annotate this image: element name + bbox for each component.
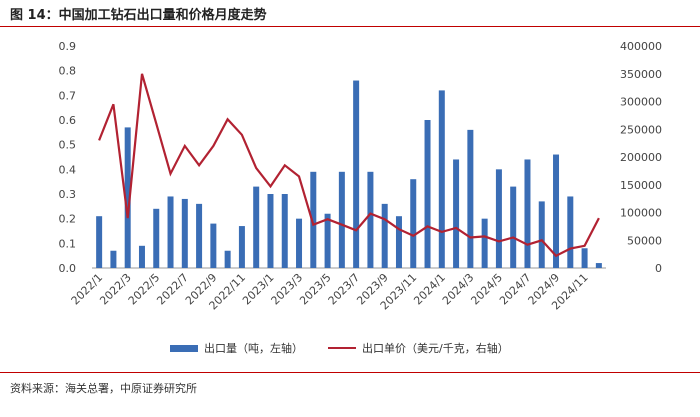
bar bbox=[324, 213, 331, 268]
bar bbox=[538, 201, 545, 268]
bar bbox=[310, 171, 317, 268]
bar bbox=[367, 171, 374, 268]
chart: 0.0 0.1 0.2 0.3 0.4 0.5 0.6 0.7 0.8 0.9 0 50000 100… bbox=[59, 40, 663, 313]
bar-series bbox=[96, 80, 602, 269]
left-axis: 0.0 0.1 0.2 0.3 0.4 0.5 0.6 0.7 0.8 0.9 bbox=[59, 40, 77, 275]
bar bbox=[338, 171, 345, 268]
source-note: 资料来源：海关总署，中原证券研究所 bbox=[10, 382, 197, 395]
bar bbox=[438, 90, 445, 269]
left-tick-label: 0.7 bbox=[59, 89, 77, 102]
right-tick-label: 400000 bbox=[620, 40, 662, 53]
right-tick-label: 150000 bbox=[620, 179, 662, 192]
legend-item-volume: 出口量（吨，左轴） bbox=[170, 340, 303, 356]
left-tick-label: 0.0 bbox=[59, 262, 77, 275]
bar bbox=[238, 226, 245, 268]
legend-label-volume: 出口量（吨，左轴） bbox=[204, 342, 303, 355]
right-tick-label: 300000 bbox=[620, 96, 662, 109]
right-tick-label: 200000 bbox=[620, 151, 662, 164]
right-axis: 0 50000 100000 150000 200000 250000 300000 3500… bbox=[620, 40, 662, 275]
bar bbox=[395, 216, 402, 268]
left-tick-label: 0.9 bbox=[59, 40, 77, 53]
bar bbox=[510, 186, 517, 268]
legend-item-price: 出口单价（美元/千克，右轴） bbox=[328, 340, 509, 356]
left-tick-label: 0.1 bbox=[59, 237, 77, 250]
right-tick-label: 250000 bbox=[620, 123, 662, 136]
x-axis-labels: 2022/12022/32022/52022/72022/92022/11202… bbox=[69, 271, 591, 313]
bar bbox=[524, 159, 531, 268]
legend-swatch-bar bbox=[170, 344, 198, 352]
chart-title: 图 14：中国加工钻石出口量和价格月度走势 bbox=[10, 8, 267, 23]
left-tick-label: 0.6 bbox=[59, 114, 77, 127]
bar bbox=[281, 194, 288, 268]
bar bbox=[210, 223, 217, 268]
bar bbox=[253, 186, 260, 268]
bar bbox=[424, 120, 431, 268]
bar bbox=[153, 208, 160, 268]
bar bbox=[124, 127, 131, 269]
bar bbox=[181, 198, 188, 268]
left-tick-label: 0.8 bbox=[59, 65, 77, 78]
right-tick-label: 100000 bbox=[620, 207, 662, 220]
title-bar: 图 14：中国加工钻石出口量和价格月度走势 bbox=[0, 0, 700, 27]
legend-label-price: 出口单价（美元/千克，右轴） bbox=[362, 342, 509, 355]
bar bbox=[196, 203, 203, 268]
bar bbox=[267, 194, 274, 268]
legend: 出口量（吨，左轴） 出口单价（美元/千克，右轴） bbox=[0, 340, 700, 360]
bar bbox=[138, 245, 145, 268]
bar bbox=[467, 129, 474, 268]
price-line bbox=[98, 73, 600, 258]
right-tick-label: 50000 bbox=[627, 234, 662, 247]
bar bbox=[410, 179, 417, 268]
left-tick-label: 0.3 bbox=[59, 188, 77, 201]
bar bbox=[167, 196, 174, 268]
bar bbox=[581, 248, 588, 268]
footer-divider bbox=[0, 372, 700, 373]
bar bbox=[453, 159, 460, 268]
bar bbox=[296, 218, 303, 268]
left-tick-label: 0.5 bbox=[59, 139, 77, 152]
bar bbox=[353, 80, 360, 269]
bar bbox=[495, 169, 502, 268]
bar bbox=[224, 250, 231, 268]
bar bbox=[553, 154, 560, 268]
right-tick-label: 0 bbox=[655, 262, 662, 275]
bar bbox=[481, 218, 488, 268]
legend-swatch-line bbox=[328, 347, 356, 349]
bar bbox=[96, 216, 103, 268]
right-tick-label: 350000 bbox=[620, 68, 662, 81]
bar bbox=[595, 263, 602, 268]
left-tick-label: 0.4 bbox=[59, 163, 77, 176]
left-tick-label: 0.2 bbox=[59, 213, 77, 226]
bar bbox=[567, 196, 574, 268]
bar bbox=[381, 203, 388, 268]
bar bbox=[110, 250, 117, 268]
